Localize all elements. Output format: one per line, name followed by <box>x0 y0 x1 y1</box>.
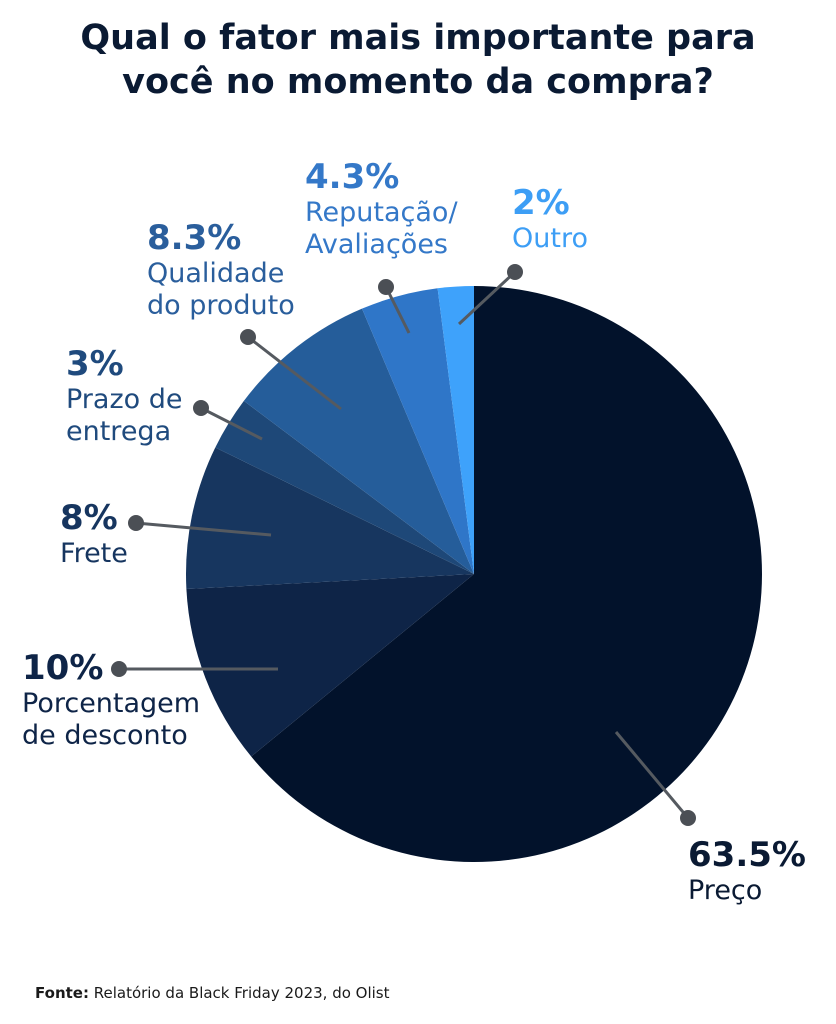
leader-dot <box>128 515 144 531</box>
pie-slice <box>437 286 474 574</box>
chart-title-line-1: Qual o fator mais importante para <box>80 18 756 58</box>
leader-line <box>135 521 272 537</box>
slice-category-label: Avaliações <box>305 228 449 260</box>
leader-line <box>247 335 342 411</box>
leader-dot <box>111 661 127 677</box>
pie-slice <box>362 288 474 574</box>
slice-label: 4.3% Reputação/Avaliações <box>305 157 458 261</box>
pie-slice <box>251 286 762 863</box>
slice-category-label: Qualidade <box>147 258 285 290</box>
slice-category-label: Outro <box>512 223 588 255</box>
leader-line <box>200 406 263 441</box>
pie-slice <box>186 574 474 757</box>
slice-value-label: 2% <box>512 183 570 223</box>
slice-category-label: Frete <box>60 538 128 570</box>
slice-value-label: 8% <box>60 498 118 538</box>
slice-value-label: 4.3% <box>305 157 400 197</box>
slice-label: 8.3% Qualidade do produto <box>147 218 295 322</box>
leader-dot <box>680 810 696 826</box>
leader-dot <box>507 264 523 280</box>
source-note: Fonte: Relatório da Black Friday 2023, d… <box>35 984 390 1002</box>
chart-title-line-2: você no momento da compra? <box>122 62 714 102</box>
slice-category-label: de desconto <box>22 719 188 751</box>
slice-label: 2% Outro <box>512 183 588 255</box>
slice-label: 63.5% Preço <box>688 835 806 907</box>
slice-category-label: Preço <box>688 875 763 907</box>
slice-value-label: 63.5% <box>688 835 806 875</box>
slice-value-label: 10% <box>22 648 104 688</box>
source-label: Fonte: <box>35 984 89 1002</box>
leader-line <box>614 731 690 819</box>
slice-label: 3% Prazo de entrega <box>66 344 182 448</box>
pie-slice <box>185 447 474 590</box>
leader-line <box>384 286 411 334</box>
slice-category-label: entrega <box>66 415 172 447</box>
leader-dot <box>193 400 209 416</box>
leader-dot <box>240 329 256 345</box>
slice-category-label: Porcentagem <box>22 688 201 720</box>
slice-value-label: 3% <box>66 344 124 384</box>
leader-dot <box>378 279 394 295</box>
slice-label: 10% Porcentagem de desconto <box>22 648 200 752</box>
pie-slice <box>215 400 475 574</box>
slice-value-label: 8.3% <box>147 218 242 258</box>
pie-slice <box>243 308 474 574</box>
slice-label: 8% Frete <box>60 498 128 570</box>
source-text: Relatório da Black Friday 2023, do Olist <box>93 984 390 1002</box>
leader-line <box>457 270 517 326</box>
slice-category-label: Prazo de <box>66 384 183 416</box>
chart-title: Qual o fator mais importante para você n… <box>0 16 836 104</box>
slice-category-label: do produto <box>147 289 295 321</box>
slice-category-label: Reputação/ <box>305 197 458 229</box>
